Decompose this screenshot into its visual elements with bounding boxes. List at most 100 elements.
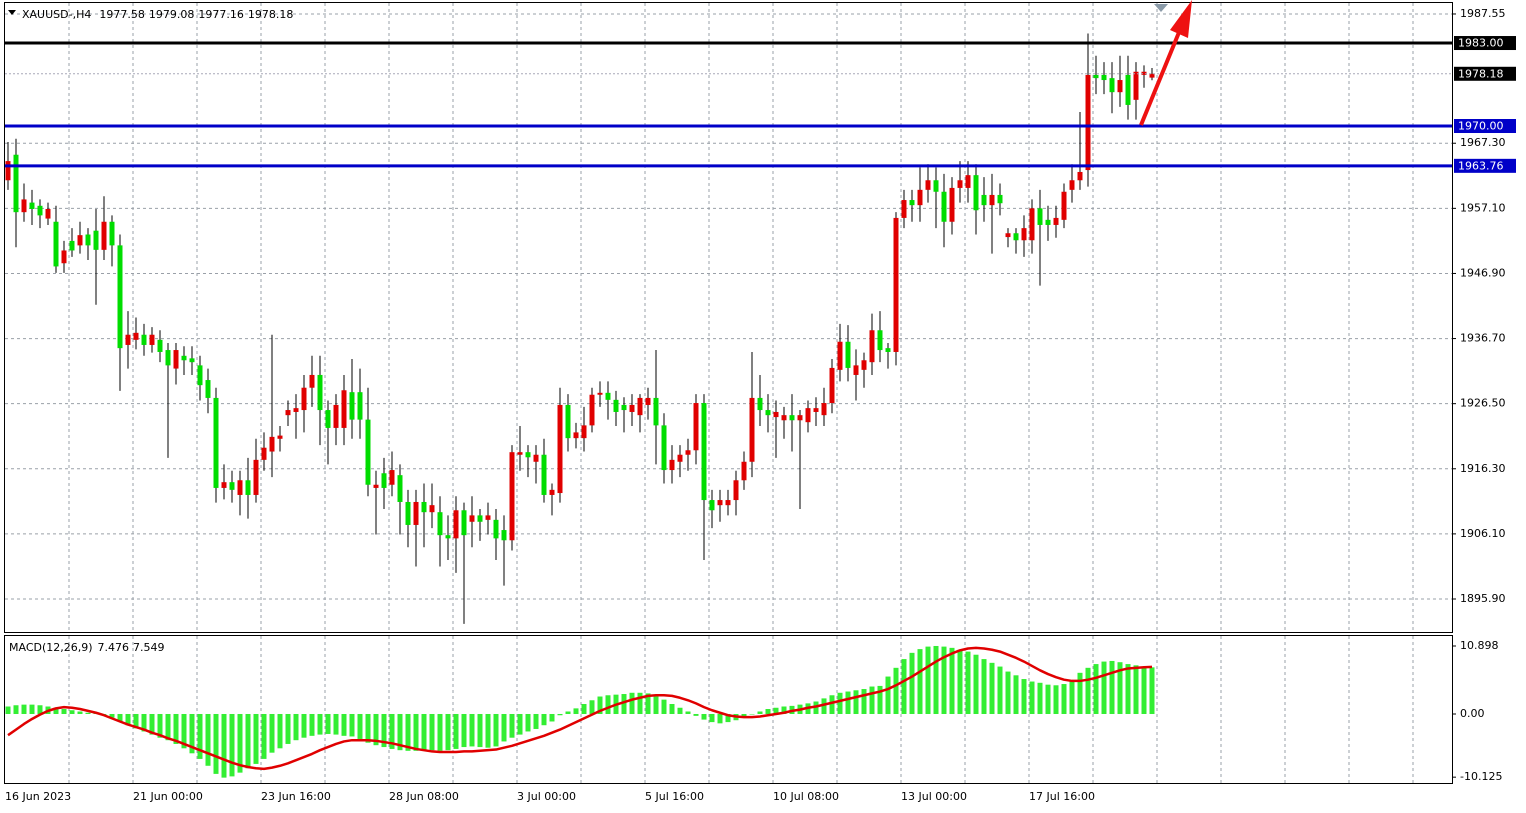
level-label: 1963.76	[1458, 159, 1504, 172]
candle-body	[845, 341, 851, 368]
x-tick-label: 10 Jul 08:00	[773, 790, 839, 803]
candle-body	[653, 397, 659, 426]
header: XAUUSD-,H4 1977.58 1979.08 1977.16 1978.18	[8, 8, 293, 21]
candle-body	[221, 482, 227, 488]
candle-body	[485, 515, 491, 520]
candle-body	[749, 397, 755, 462]
level-label-box	[1454, 36, 1516, 51]
macd-bar	[821, 698, 827, 714]
candle-body	[525, 452, 531, 458]
candle-body	[861, 360, 867, 370]
candle-body	[1005, 233, 1011, 238]
macd-bar	[541, 713, 547, 726]
macd-bar	[205, 713, 211, 766]
candle-body	[1037, 208, 1043, 225]
candle-body	[309, 374, 315, 388]
candle-body	[197, 365, 203, 386]
candle-body	[429, 505, 435, 513]
candle-body	[13, 154, 19, 213]
macd-bar	[933, 645, 939, 714]
candle-body	[341, 390, 347, 428]
macd-bar	[757, 711, 763, 714]
x-tick-label: 28 Jun 08:00	[389, 790, 459, 803]
candle-body	[365, 419, 371, 485]
macd-bar	[837, 692, 843, 714]
macd-bar	[29, 704, 35, 714]
candle-body	[413, 501, 419, 525]
macd-bar	[181, 713, 187, 749]
macd-frame	[4, 635, 1453, 784]
macd-bar	[597, 696, 603, 714]
candle-body	[805, 408, 811, 423]
candle-body	[277, 435, 283, 439]
macd-bar	[629, 692, 635, 714]
candle-body	[509, 452, 515, 541]
y-tick-label: 1895.90	[1460, 592, 1506, 605]
candle-body	[469, 515, 475, 522]
x-tick-label: 21 Jun 00:00	[133, 790, 203, 803]
candle-body	[965, 175, 971, 188]
candle-body	[285, 410, 291, 416]
macd-bar	[645, 693, 651, 714]
macd-bar	[693, 713, 699, 716]
macd-bar	[309, 713, 315, 736]
candle-body	[997, 194, 1003, 204]
macd-bar	[581, 704, 587, 714]
macd-bar	[685, 711, 691, 714]
macd-bar	[69, 710, 75, 714]
candle-body	[53, 221, 59, 267]
macd-bar	[573, 708, 579, 714]
macd-bar	[869, 686, 875, 714]
candle-body	[389, 470, 395, 485]
x-tick-label: 16 Jun 2023	[5, 790, 71, 803]
macd-bar	[341, 713, 347, 736]
macd-bar	[661, 699, 667, 714]
macd-bar	[973, 654, 979, 714]
candle-body	[125, 334, 131, 345]
macd-bar	[469, 713, 475, 747]
macd-bar	[5, 706, 11, 714]
candle-body	[1141, 71, 1147, 75]
macd-bar	[749, 713, 755, 715]
macd-bar	[557, 713, 563, 716]
macd-bar	[949, 647, 955, 714]
candle-body	[901, 200, 907, 218]
macd-bar	[517, 713, 523, 735]
shift-marker	[1154, 4, 1168, 12]
macd-bar	[85, 712, 91, 714]
macd-bar	[941, 646, 947, 714]
candle-body	[701, 403, 707, 501]
macd-bar	[397, 713, 403, 751]
macd-bar	[1117, 662, 1123, 714]
macd-bar	[717, 713, 723, 724]
macd-bar	[981, 659, 987, 714]
macd-bar	[925, 646, 931, 714]
arrow-head	[1170, 0, 1192, 38]
macd-bar	[901, 659, 907, 714]
x-tick-label: 17 Jul 16:00	[1029, 790, 1095, 803]
macd-header: MACD(12,26,9) 7.476 7.549	[9, 641, 165, 654]
macd-bar	[1077, 672, 1083, 714]
candle-body	[405, 501, 411, 525]
candle-body	[45, 208, 51, 219]
macd-bar	[589, 700, 595, 714]
candle-body	[797, 415, 803, 421]
level-label-box	[1454, 119, 1516, 134]
macd-bar	[445, 713, 451, 751]
candle-body	[205, 380, 211, 398]
candle-body	[589, 394, 595, 426]
candle-body	[237, 480, 243, 495]
candle-body	[109, 221, 115, 246]
macd-bar	[1069, 680, 1075, 714]
macd-bar	[21, 704, 27, 714]
candle-body	[989, 194, 995, 206]
macd-bar	[461, 713, 467, 748]
candle-body	[957, 180, 963, 188]
candle-body	[869, 330, 875, 363]
candle-body	[645, 397, 651, 405]
data-layer	[5, 33, 1155, 778]
level-label-box	[1454, 158, 1516, 173]
candle-body	[261, 447, 267, 460]
candle-body	[213, 397, 219, 488]
